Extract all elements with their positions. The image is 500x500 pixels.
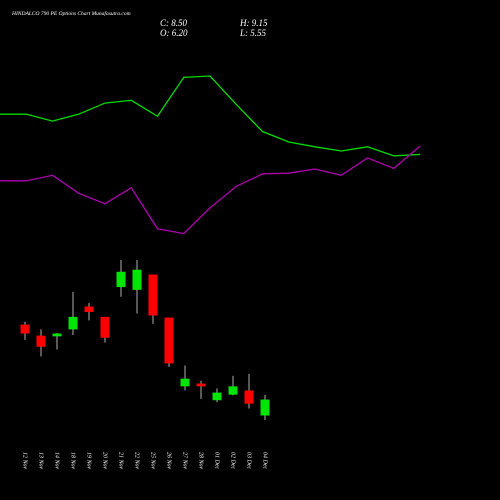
open-label: O: 6.20 xyxy=(160,28,188,38)
indicator-line xyxy=(0,75,421,157)
candle-body xyxy=(36,335,46,347)
candle-body xyxy=(84,306,94,313)
x-tick-label: 14 Nov xyxy=(54,452,61,470)
x-tick-label: 22 Nov xyxy=(134,452,140,470)
candle-body xyxy=(132,269,142,290)
low-label: L: 5.55 xyxy=(239,28,267,38)
candle-body xyxy=(68,316,78,330)
x-tick-label: 18 Nov xyxy=(70,452,76,470)
chart-title: HINDALCO 790 PE Options Chart Munafasutr… xyxy=(11,10,131,17)
candle-body xyxy=(52,333,62,337)
candle-body xyxy=(148,274,158,316)
x-tick-label: 02 Dec xyxy=(230,452,236,469)
candle-body xyxy=(260,399,270,416)
x-tick-label: 25 Nov xyxy=(150,452,156,470)
candle-body xyxy=(116,271,126,288)
x-tick-label: 12 Nov xyxy=(22,452,28,470)
x-tick-label: 27 Nov xyxy=(182,452,188,470)
candle-body xyxy=(244,390,254,404)
candle-body xyxy=(228,386,238,395)
x-tick-label: 04 Dec xyxy=(262,452,269,469)
x-tick-label: 20 Nov xyxy=(102,452,108,470)
candle-body xyxy=(164,317,174,364)
x-tick-label: 01 Dec xyxy=(214,452,220,469)
candle-body xyxy=(212,392,222,401)
close-label: C: 8.50 xyxy=(160,18,188,28)
indicator-line xyxy=(0,145,421,235)
high-label: H: 9.15 xyxy=(239,18,268,28)
x-tick-label: 28 Nov xyxy=(198,452,204,470)
x-tick-label: 03 Dec xyxy=(246,452,252,469)
candle-body xyxy=(100,316,110,338)
x-tick-label: 19 Nov xyxy=(86,452,92,470)
candle-body xyxy=(196,383,206,387)
candle-body xyxy=(20,324,30,334)
x-tick-label: 21 Nov xyxy=(118,452,124,470)
x-tick-label: 26 Nov xyxy=(166,452,172,470)
x-tick-label: 13 Nov xyxy=(38,452,44,470)
candle-body xyxy=(180,378,190,387)
